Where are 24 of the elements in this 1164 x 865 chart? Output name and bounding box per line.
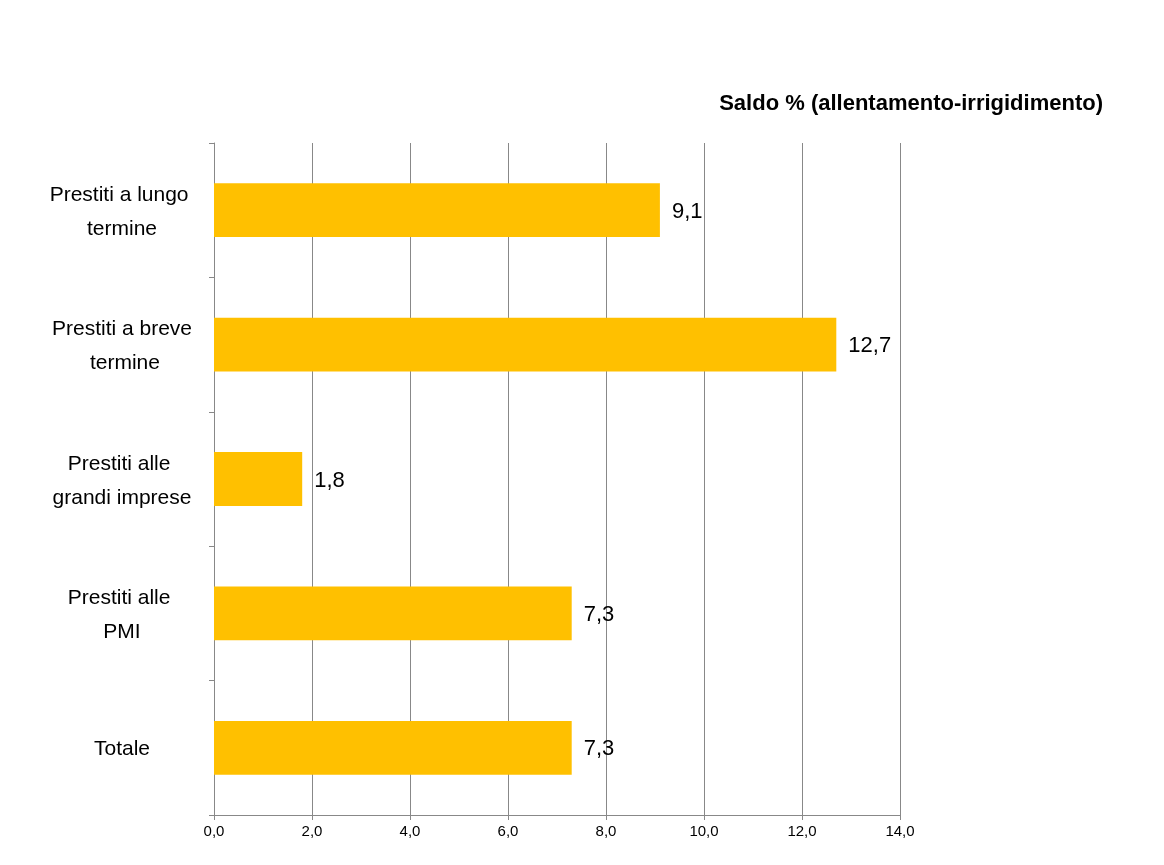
bar [214, 317, 837, 372]
x-tick-label: 6,0 [497, 822, 519, 839]
data-label: 7,3 [583, 600, 615, 626]
y-tick-label: Prestiti a lungo termine [49, 181, 195, 239]
x-tick-label: 12,0 [787, 822, 817, 839]
data-label: 7,3 [583, 735, 615, 761]
bar [214, 720, 572, 775]
x-tick-label: 14,0 [885, 822, 915, 839]
data-label: 9,1 [671, 197, 703, 223]
bar [214, 452, 303, 506]
y-tick-label: Prestiti a breve termine [51, 316, 193, 374]
y-tick-label: Prestiti alle PMI [67, 584, 177, 642]
x-tick-label: 2,0 [301, 822, 323, 839]
y-tick-label: Prestiti alle grandi imprese [52, 450, 192, 508]
y-tick-label: Totale [93, 736, 151, 760]
bar [214, 586, 572, 641]
x-tick-label: 4,0 [399, 822, 421, 839]
chart-title: Saldo % (allentamento-irrigidimento) [719, 89, 1103, 115]
x-tick-label: 0,0 [203, 822, 225, 839]
x-tick-label: 8,0 [595, 822, 617, 839]
data-label: 12,7 [848, 332, 892, 358]
bar [214, 183, 660, 238]
x-tick-label: 10,0 [689, 822, 719, 839]
data-label: 1,8 [314, 466, 345, 492]
